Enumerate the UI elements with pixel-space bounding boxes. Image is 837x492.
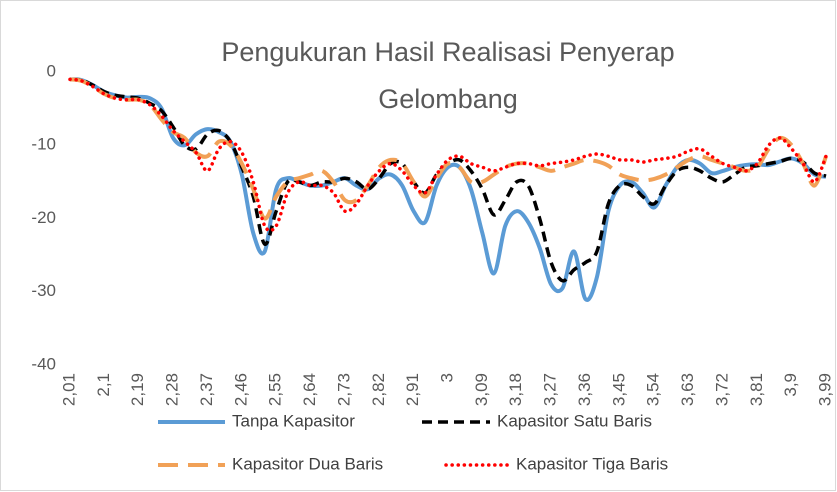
x-tick-label: 3,54 bbox=[644, 373, 663, 406]
x-tick-label: 2,46 bbox=[231, 373, 250, 406]
y-tick-label: 0 bbox=[47, 61, 56, 80]
legend-label: Tanpa Kapasitor bbox=[232, 411, 355, 430]
legend-label: Kapasitor Satu Baris bbox=[497, 411, 652, 430]
x-tick-label: 2,01 bbox=[59, 373, 78, 406]
x-tick-label: 3,81 bbox=[747, 373, 766, 406]
x-tick-label: 2,73 bbox=[334, 373, 353, 406]
x-tick-label: 2,37 bbox=[197, 373, 216, 406]
x-tick-label: 2,28 bbox=[163, 373, 182, 406]
series-line bbox=[69, 77, 827, 302]
x-tick-label: 2,64 bbox=[300, 373, 319, 406]
x-tick-label: 2,55 bbox=[266, 373, 285, 406]
x-tick-label: 3,09 bbox=[472, 373, 491, 406]
chart-title: Pengukuran Hasil Realisasi Penyerap bbox=[221, 37, 674, 67]
x-tick-label: 3,72 bbox=[712, 373, 731, 406]
series-line bbox=[68, 77, 828, 233]
x-tick-label: 2,19 bbox=[128, 373, 147, 406]
y-tick-label: -40 bbox=[31, 354, 56, 373]
x-tick-label: 2,82 bbox=[369, 373, 388, 406]
legend-label: Kapasitor Tiga Baris bbox=[516, 454, 668, 473]
x-tick-label: 3,27 bbox=[541, 373, 560, 406]
x-tick-label: 3,18 bbox=[506, 373, 525, 406]
x-tick-label: 3,45 bbox=[609, 373, 628, 406]
x-tick-label: 2,91 bbox=[403, 373, 422, 406]
legend-label: Kapasitor Dua Baris bbox=[232, 454, 383, 473]
y-tick-label: -30 bbox=[31, 281, 56, 300]
y-tick-label: -10 bbox=[31, 135, 56, 154]
chart-title: Gelombang bbox=[378, 84, 518, 114]
x-tick-label: 3 bbox=[437, 373, 456, 382]
x-tick-label: 3,9 bbox=[781, 373, 800, 397]
x-tick-label: 2,1 bbox=[94, 373, 113, 397]
x-tick-label: 3,36 bbox=[575, 373, 594, 406]
y-tick-label: -20 bbox=[31, 208, 56, 227]
x-tick-label: 3,99 bbox=[815, 373, 834, 406]
x-tick-label: 3,63 bbox=[678, 373, 697, 406]
